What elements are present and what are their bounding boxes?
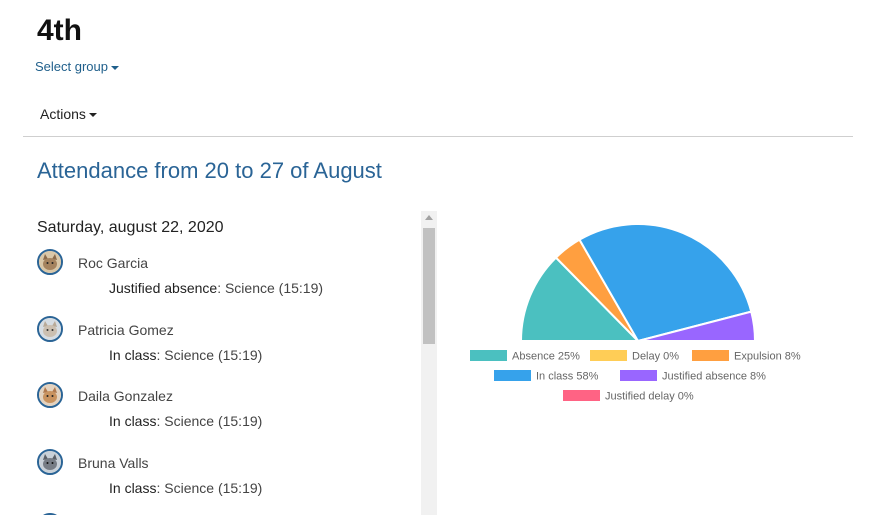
attendance-detail: Science (15:19) [160, 347, 263, 363]
scroll-thumb[interactable] [423, 228, 435, 344]
header-divider [23, 136, 853, 137]
cat-avatar-icon[interactable] [37, 382, 63, 408]
legend-label: Justified absence 8% [662, 371, 766, 383]
attendance-separator: : [156, 413, 161, 429]
actions-dropdown[interactable]: Actions [40, 106, 97, 122]
attendance-detail: Science (15:19) [160, 413, 263, 429]
cat-avatar-icon[interactable] [37, 316, 63, 342]
student-name[interactable]: Patricia Gomez [78, 322, 174, 338]
attendance-record: In class: Science (15:19) [109, 413, 262, 429]
attendance-list[interactable]: Saturday, august 22, 2020 Roc Garcia Jus… [23, 209, 438, 515]
legend-item-delay[interactable]: Delay 0% [590, 350, 679, 363]
legend-label: Absence 25% [512, 351, 580, 363]
scroll-up-icon[interactable] [425, 215, 433, 220]
select-group-label: Select group [35, 59, 108, 74]
legend-item-expulsion[interactable]: Expulsion 8% [692, 350, 801, 363]
legend-swatch [494, 370, 531, 381]
legend-item-justified-absence[interactable]: Justified absence 8% [620, 370, 766, 383]
cat-avatar-icon[interactable] [37, 249, 63, 275]
cat-avatar-icon[interactable] [37, 449, 63, 475]
legend-label: Expulsion 8% [734, 351, 801, 363]
pie-slice-absence[interactable] [519, 256, 641, 342]
legend-swatch [692, 350, 729, 361]
attendance-separator: : [156, 480, 161, 496]
attendance-status: Justified absence [109, 280, 218, 296]
legend-label: Justified delay 0% [605, 391, 694, 403]
attendance-pie-chart: Absence 25% Delay 0% Expulsion 8% In class … [470, 223, 801, 403]
attendance-record: In class: Science (15:19) [109, 347, 262, 363]
student-name[interactable]: Roc Garcia [78, 255, 149, 271]
caret-down-icon [111, 65, 119, 70]
caret-down-icon [88, 113, 97, 118]
attendance-detail: Science (15:19) [221, 280, 324, 296]
student-name[interactable]: Bruna Valls [78, 455, 149, 471]
legend-label: Delay 0% [632, 351, 679, 363]
legend-swatch [470, 350, 507, 361]
chart-legend: Absence 25% Delay 0% Expulsion 8% In class … [470, 350, 801, 403]
page-title: 4th [37, 14, 82, 47]
select-group-dropdown[interactable]: Select group [35, 59, 119, 74]
pie-slice-justified-absence[interactable] [637, 310, 757, 342]
attendance-record: Justified absence: Science (15:19) [109, 280, 323, 296]
day-heading: Saturday, august 22, 2020 [37, 219, 224, 236]
legend-item-absence[interactable]: Absence 25% [470, 350, 580, 363]
attendance-status: In class [109, 413, 157, 429]
attendance-separator: : [217, 280, 222, 296]
attendance-detail: Science (15:19) [160, 480, 263, 496]
attendance-status: In class [109, 480, 157, 496]
attendance-title: Attendance from 20 to 27 of August [37, 158, 382, 183]
attendance-record: In class: Science (15:19) [109, 480, 262, 496]
legend-item-justified-delay[interactable]: Justified delay 0% [563, 390, 694, 403]
actions-label: Actions [40, 106, 86, 122]
legend-swatch [590, 350, 627, 361]
legend-swatch [620, 370, 657, 381]
legend-swatch [563, 390, 600, 401]
list-scrollbar[interactable] [421, 211, 437, 515]
pie-slices [519, 223, 757, 343]
legend-label: In class 58% [536, 371, 599, 383]
attendance-separator: : [156, 347, 161, 363]
student-name[interactable]: Daila Gonzalez [78, 388, 173, 404]
legend-item-in-class[interactable]: In class 58% [494, 370, 599, 383]
pie-slice-in-class[interactable] [578, 223, 753, 343]
attendance-status: In class [109, 347, 157, 363]
